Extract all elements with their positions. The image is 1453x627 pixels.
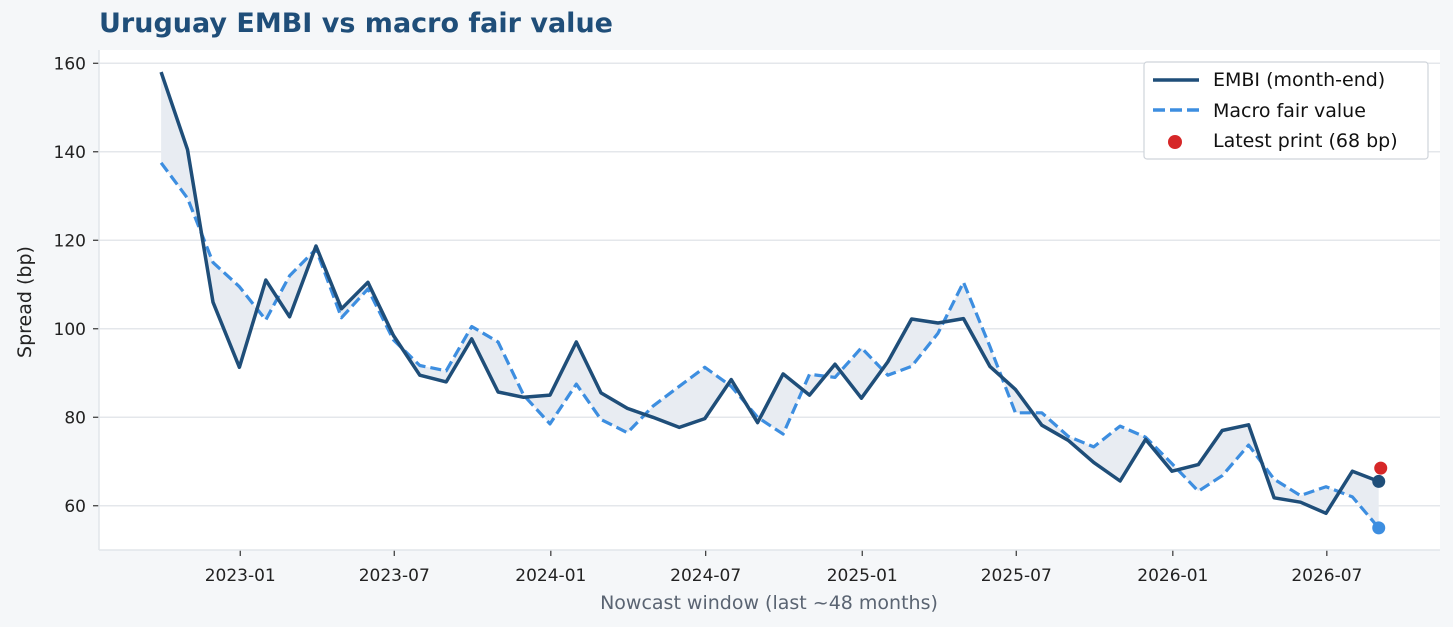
legend: EMBI (month-end) Macro fair value Latest… <box>1143 61 1429 160</box>
y-tick-label: 80 <box>64 408 86 428</box>
x-tick-labels: 2023-01 2023-07 2024-01 2024-07 2025-01 2025-… <box>205 566 1363 586</box>
y-tick-label: 160 <box>54 54 86 74</box>
legend-label-embi: EMBI (month-end) <box>1213 69 1385 91</box>
x-tick-label: 2023-01 <box>205 566 276 586</box>
latest-print-point <box>1374 461 1388 475</box>
x-axis-label: Nowcast window (last ~48 months) <box>600 592 938 614</box>
y-tick-label: 60 <box>64 497 86 517</box>
legend-box <box>1143 61 1429 160</box>
x-tick-label: 2026-01 <box>1137 566 1208 586</box>
x-tick-label: 2025-07 <box>981 566 1052 586</box>
fair-value-last-point <box>1372 521 1386 535</box>
x-tick-label: 2025-01 <box>827 566 898 586</box>
embi-last-point <box>1372 474 1386 488</box>
axes <box>93 50 1440 556</box>
chart-title: Uruguay EMBI vs macro fair value <box>99 8 613 39</box>
x-tick-label: 2024-07 <box>670 566 741 586</box>
legend-label-fair-value: Macro fair value <box>1213 100 1366 122</box>
series-line-macro-fair-value <box>159 161 1380 529</box>
legend-swatch-latest-print <box>1168 135 1182 149</box>
series-line-embi <box>159 71 1380 516</box>
y-tick-label: 140 <box>54 143 86 163</box>
y-tick-label: 120 <box>54 231 86 251</box>
end-points <box>1372 461 1388 535</box>
legend-label-latest-print: Latest print (68 bp) <box>1213 130 1398 152</box>
series-lines <box>159 71 1380 529</box>
x-tick-label: 2023-07 <box>359 566 430 586</box>
y-tick-label: 100 <box>54 320 86 340</box>
x-tick-label: 2024-01 <box>515 566 586 586</box>
x-tick-label: 2026-07 <box>1291 566 1362 586</box>
y-axis-label: Spread (bp) <box>14 246 36 358</box>
y-tick-labels: 60 80 100 120 140 160 <box>54 54 86 516</box>
